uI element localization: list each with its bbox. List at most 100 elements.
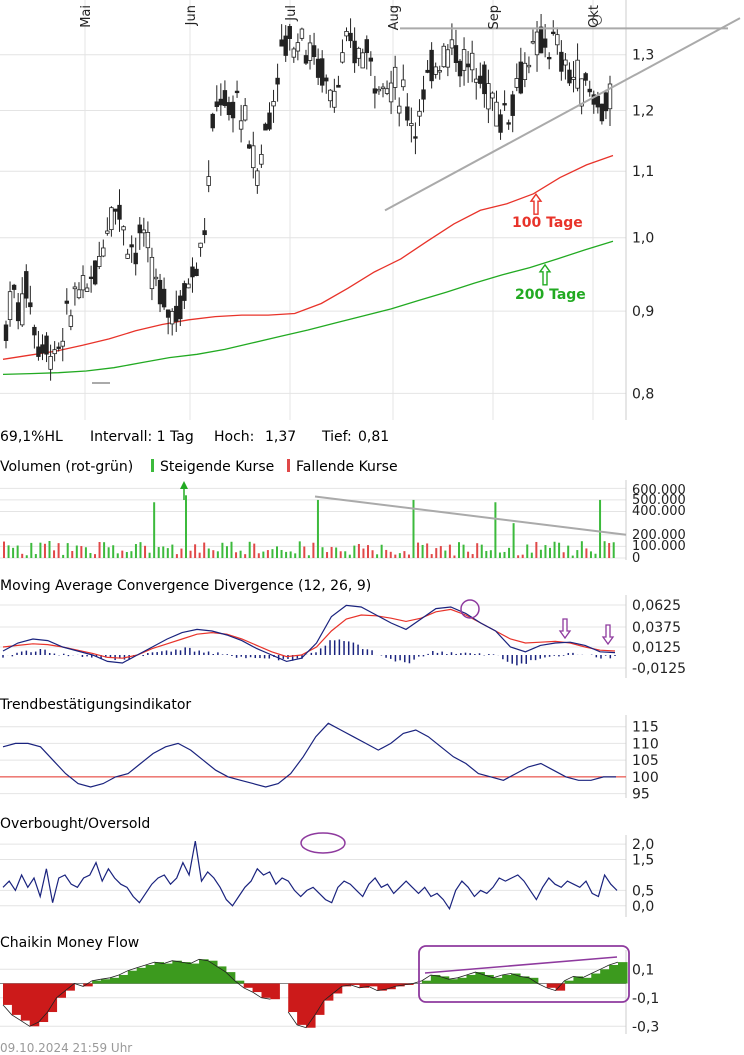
volume-bar — [153, 502, 156, 558]
cmf-area-segment — [118, 974, 129, 984]
volume-bar — [412, 499, 415, 558]
legend-up-swatch — [151, 459, 154, 472]
candle-body — [417, 110, 422, 117]
volume-bar — [148, 552, 151, 558]
candle-body — [522, 62, 528, 80]
volume-bar — [444, 550, 447, 558]
cmf-area-segment — [475, 972, 485, 984]
candle-body — [275, 77, 280, 85]
volume-bar — [526, 544, 529, 558]
candle-body — [303, 55, 309, 64]
volume-bar — [57, 543, 60, 558]
candle-body — [210, 113, 215, 129]
volume-bar — [203, 542, 206, 558]
cmf-area-segment — [502, 974, 512, 984]
price-x-tick: Mai — [79, 5, 94, 28]
candle-body — [80, 275, 86, 291]
price-y-tick: 0,9 — [632, 304, 654, 320]
candle-body — [449, 39, 455, 49]
candle-body — [494, 101, 499, 127]
candle-body — [465, 63, 471, 68]
volume-bar — [39, 542, 42, 558]
trend-indicator-title: Trendbestätigungsindikator — [0, 697, 191, 713]
candle-body — [559, 51, 564, 72]
candle-body — [88, 276, 94, 279]
volume-bar — [494, 502, 497, 558]
volume-bar — [285, 551, 288, 558]
volume-bar — [107, 547, 110, 558]
volume-y-tick: 400.000 — [632, 504, 686, 519]
cmf-area-segment — [421, 980, 432, 984]
candle-body — [287, 26, 292, 39]
cmf-area-segment — [261, 983, 271, 998]
candle-body — [372, 88, 378, 94]
volume-bar — [589, 551, 592, 558]
candle-body — [336, 84, 341, 88]
header-hl: 69,1%HL — [0, 429, 63, 445]
volume-bar — [603, 541, 606, 558]
candle-body — [542, 38, 548, 48]
candle-body — [376, 88, 382, 92]
candle-body — [409, 123, 414, 127]
cmf-area-segment — [109, 977, 120, 984]
volume-bar — [244, 554, 247, 558]
volume-bar — [262, 551, 265, 558]
cmf-area-segment — [20, 983, 31, 1021]
volume-bar — [385, 549, 388, 558]
candle-body — [571, 76, 576, 80]
candle-body — [36, 346, 41, 357]
candle-body — [392, 66, 398, 88]
cmf-area-segment — [145, 964, 156, 984]
cmf-area-segment — [377, 983, 387, 991]
cmf-area-segment — [163, 963, 173, 984]
candle-body — [502, 103, 507, 106]
volume-bar — [599, 499, 602, 558]
cmf-area-segment — [591, 973, 601, 984]
macd-title: Moving Average Convergence Divergence (1… — [0, 578, 371, 594]
candle-body — [190, 266, 195, 278]
ma200-arrow — [538, 263, 552, 286]
ma100-label: 100 Tage — [512, 215, 583, 231]
volume-bar — [585, 548, 588, 558]
candle-body — [510, 94, 515, 116]
trend-y-tick: 105 — [632, 753, 659, 769]
volume-bar — [480, 544, 483, 558]
volume-bar — [166, 548, 169, 558]
candle-body — [133, 252, 138, 265]
candle-body — [546, 56, 552, 60]
trend-y-tick: 100 — [632, 770, 659, 786]
volume-bar — [162, 546, 165, 558]
volume-bar — [539, 549, 542, 558]
cmf-area-segment — [56, 983, 66, 998]
cmf-area-segment — [92, 980, 102, 984]
volume-bar — [25, 555, 28, 558]
volume-y-tick: 200.000 — [632, 528, 686, 543]
candle-body — [453, 45, 459, 63]
cmf-area-segment — [288, 983, 298, 1013]
cmf-area-segment — [83, 983, 93, 987]
candle-body — [44, 335, 49, 355]
candle-body — [149, 256, 155, 290]
candle-body — [319, 58, 325, 86]
volume-bar — [30, 542, 33, 558]
volume-bar — [426, 543, 429, 558]
trend-y-tick: 115 — [632, 720, 659, 736]
candle-body — [530, 41, 536, 44]
footer-timestamp: 09.10.2024 21:59 Uhr — [0, 1041, 132, 1055]
cmf-area-segment — [252, 983, 263, 993]
volume-bar — [239, 550, 242, 558]
candle-body — [182, 283, 187, 301]
candle-body — [255, 170, 260, 186]
volume-bar — [594, 553, 597, 558]
cmf-area-segment — [127, 970, 138, 984]
candle-body — [311, 45, 317, 58]
price-x-tick: Jun — [184, 5, 199, 26]
volume-bar — [316, 499, 319, 558]
cmf-area-segment — [38, 983, 49, 1023]
obos-y-tick: 1,5 — [632, 853, 654, 869]
candle-body — [206, 176, 211, 186]
cmf-area-segment — [600, 969, 610, 984]
price-y-tick: 1,3 — [632, 48, 654, 64]
volume-bar — [471, 554, 474, 558]
candle-body — [364, 39, 369, 54]
